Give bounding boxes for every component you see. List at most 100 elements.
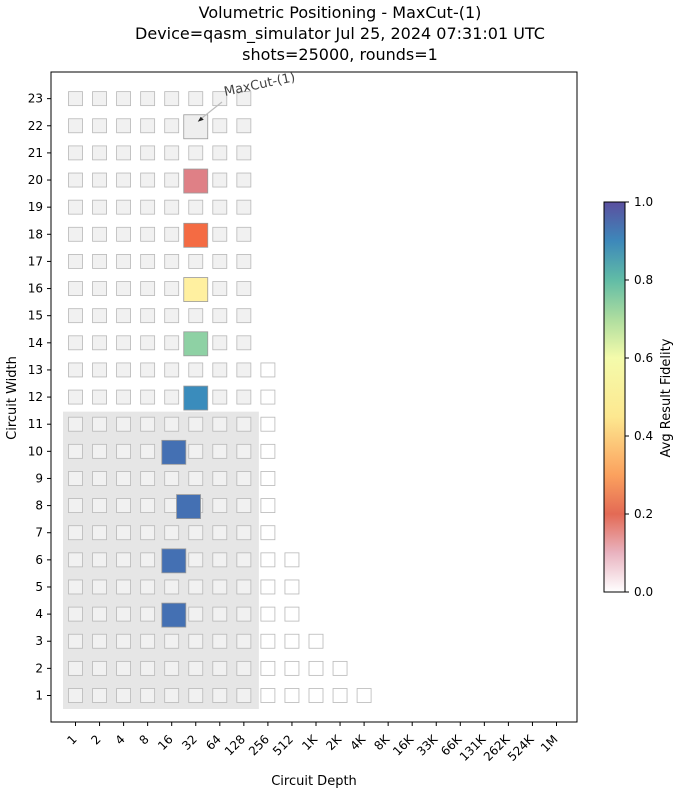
volume-cell (284, 579, 300, 595)
x-tick-label: 2K (323, 731, 345, 753)
volume-cell (260, 416, 276, 432)
volume-cell (116, 688, 131, 703)
volume-cell (68, 199, 83, 215)
x-tick-label: 262K (481, 731, 513, 763)
volume-cell (212, 172, 228, 188)
volume-cell (116, 443, 131, 459)
volume-cell (92, 471, 107, 486)
volume-cell (188, 633, 204, 649)
volume-cell (212, 471, 228, 486)
x-axis-label: Circuit Depth (271, 774, 357, 789)
volume-cell (284, 633, 300, 649)
x-tick-label: 1M (538, 732, 561, 755)
volume-cell (92, 688, 107, 703)
volume-cell (188, 145, 204, 161)
volume-cell (188, 525, 204, 541)
volume-cell (164, 362, 180, 378)
volume-cell (92, 145, 107, 161)
annotation-arrowhead (197, 116, 204, 122)
volume-cell (212, 308, 228, 324)
volume-cell (236, 606, 252, 622)
volume-cell (140, 525, 156, 541)
volume-cell (164, 416, 180, 432)
volume-cell (236, 281, 252, 296)
volume-cell (68, 525, 83, 541)
fidelity-point (183, 168, 209, 194)
volume-cell (68, 579, 83, 595)
y-tick-label: 12 (28, 390, 43, 404)
x-tick-label: 2 (88, 732, 103, 747)
volume-cell (188, 606, 204, 622)
fidelity-point (176, 494, 201, 519)
colorbar-tick-label: 0.2 (634, 507, 653, 521)
volume-cell (236, 226, 252, 242)
volume-cell (284, 552, 300, 568)
volume-cell (164, 91, 180, 107)
volume-cell (68, 688, 83, 703)
volume-cell (188, 688, 204, 703)
colorbar-tick-label: 1.0 (634, 195, 653, 209)
volume-cell (188, 254, 204, 269)
volume-cell (116, 226, 131, 242)
volume-cell (236, 118, 252, 134)
volume-cell (188, 552, 204, 568)
volume-cell (260, 362, 276, 378)
volume-cell (188, 443, 204, 459)
colorbar-tick-label: 0.6 (634, 351, 653, 365)
volume-cell (188, 416, 204, 432)
x-tick-label: 16 (155, 732, 176, 753)
y-tick-label: 21 (28, 146, 43, 160)
volume-cell (92, 308, 107, 324)
volume-cell (68, 416, 83, 432)
volume-cell (92, 389, 107, 405)
volume-cell (260, 389, 276, 405)
volume-cell (92, 660, 107, 676)
y-tick-label: 11 (28, 417, 43, 431)
volume-cell (140, 660, 156, 676)
y-tick-label: 13 (28, 363, 43, 377)
volume-cell (92, 606, 107, 622)
volume-cell (68, 498, 83, 513)
volume-cell (260, 498, 276, 513)
volume-cell (116, 471, 131, 486)
volume-cell (116, 525, 131, 541)
y-tick-label: 7 (35, 526, 43, 540)
volume-cell (92, 226, 107, 242)
volume-cell (236, 199, 252, 215)
volume-cell (260, 443, 276, 459)
volume-cell (188, 579, 204, 595)
volume-cell (116, 281, 131, 296)
volume-cell (116, 199, 131, 215)
volume-cell (236, 254, 252, 269)
volume-cell (140, 552, 156, 568)
volume-cell (212, 145, 228, 161)
volume-cell (188, 362, 204, 378)
volume-cell (260, 552, 276, 568)
volume-cell (92, 552, 107, 568)
volume-cell (68, 606, 83, 622)
x-tick-label: 1 (64, 732, 79, 747)
volume-cell (68, 308, 83, 324)
y-axis-label: Circuit Width (5, 356, 20, 440)
fidelity-point (183, 222, 209, 248)
volume-cell (140, 172, 156, 188)
volume-cell (236, 471, 252, 486)
volume-cell (92, 335, 107, 351)
y-tick-label: 1 (35, 689, 43, 703)
volume-cell (92, 443, 107, 459)
volume-cell (92, 362, 107, 378)
volume-cell (212, 389, 228, 405)
volume-cell (164, 335, 180, 351)
volume-cell (164, 226, 180, 242)
volume-cell (140, 335, 156, 351)
volume-cell (308, 688, 324, 703)
volume-cell (236, 91, 252, 107)
volume-cell (92, 579, 107, 595)
volume-cell (188, 91, 204, 107)
volume-cell (212, 199, 228, 215)
volume-cell (164, 688, 180, 703)
x-tick-label: 64 (203, 732, 224, 753)
y-tick-label: 17 (28, 254, 43, 268)
